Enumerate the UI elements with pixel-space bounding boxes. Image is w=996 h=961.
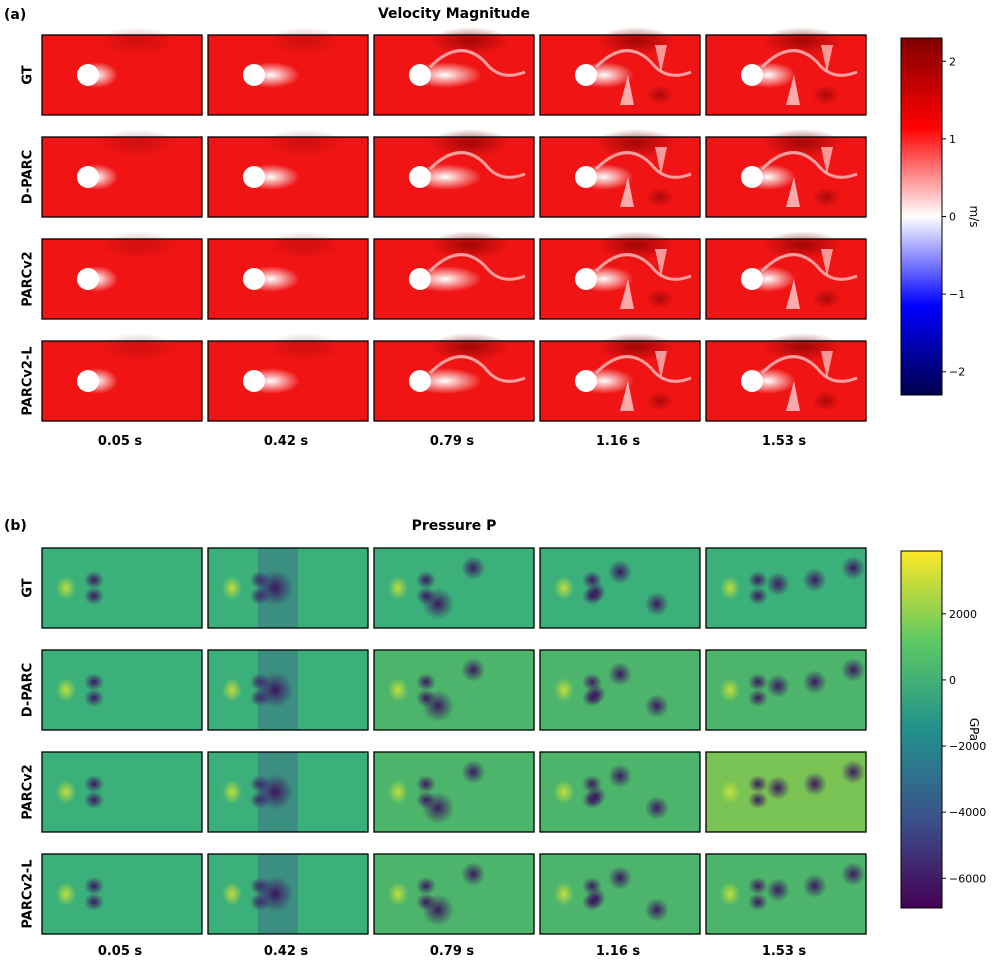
heatmap-cell-r3-c4	[705, 853, 867, 935]
colorbar-label: m/s	[967, 206, 981, 228]
heatmap-cell-r1-c4	[705, 129, 867, 218]
colorbar-tick-label: −4000	[949, 806, 986, 819]
column-label: 0.79 s	[430, 434, 475, 449]
row-label: PARCv2-L	[21, 346, 36, 415]
pressure-panel: (b) Pressure P GT D-PARC PARCv2 PARCv2-L 0.…	[4, 518, 986, 959]
colorbar-tick-label: −2000	[949, 740, 986, 753]
heatmap-cell-r3-c3	[539, 333, 701, 422]
panel-tag-b: (b)	[4, 518, 27, 534]
heatmap-cell-r2-c0	[41, 231, 203, 320]
heatmap-cell-r0-c3	[539, 27, 701, 116]
colorbar-tick-label: 2	[949, 55, 956, 68]
heatmap-cell-r2-c2	[373, 751, 535, 833]
heatmap-cell-r1-c3	[539, 129, 701, 218]
heatmap-cell-r3-c3	[539, 853, 701, 935]
colorbar-tick-label: 1	[949, 133, 956, 146]
colorbar-tick-label: 2000	[949, 608, 977, 621]
row-label: D-PARC	[21, 150, 36, 204]
colorbar-label: GPa	[967, 718, 981, 741]
colorbar-tick-label: −2	[949, 366, 965, 379]
row-label: PARCv2	[21, 251, 36, 306]
heatmap-cell-r3-c1	[207, 333, 369, 422]
colorbar-tick-label: 0	[949, 211, 956, 224]
column-label: 1.16 s	[596, 944, 641, 959]
heatmap-cell-r2-c1	[207, 751, 369, 833]
velocity-grid	[41, 27, 867, 422]
heatmap-cell-r3-c0	[41, 853, 203, 935]
pressure-grid	[41, 547, 867, 935]
row-label: GT	[21, 578, 36, 597]
heatmap-cell-r0-c0	[41, 547, 203, 629]
pressure-colorbar: −6000 −4000 −2000 0 2000 GPa	[900, 550, 986, 909]
velocity-title: Velocity Magnitude	[378, 6, 530, 22]
heatmap-cell-r1-c3	[539, 649, 701, 731]
heatmap-cell-r3-c2	[373, 333, 535, 422]
row-label: GT	[21, 65, 36, 84]
pressure-row-labels: GT D-PARC PARCv2 PARCv2-L	[21, 578, 36, 928]
heatmap-cell-r3-c4	[705, 333, 867, 422]
column-label: 0.05 s	[98, 944, 143, 959]
heatmap-cell-r0-c2	[373, 547, 535, 629]
heatmap-cell-r2-c0	[41, 751, 203, 833]
column-label: 0.05 s	[98, 434, 143, 449]
colorbar-gradient	[900, 550, 943, 909]
heatmap-cell-r2-c4	[705, 231, 867, 320]
heatmap-cell-r3-c1	[207, 853, 369, 935]
heatmap-cell-r0-c0	[41, 27, 203, 116]
column-label: 1.53 s	[762, 434, 807, 449]
heatmap-cell-r1-c1	[207, 129, 369, 218]
heatmap-cell-r3-c2	[373, 853, 535, 935]
colorbar-tick-label: −1	[949, 288, 965, 301]
column-label: 1.53 s	[762, 944, 807, 959]
heatmap-cell-r1-c2	[373, 129, 535, 218]
velocity-panel: (a) Velocity Magnitude GT D-PARC PARCv2 PAR…	[4, 6, 981, 449]
heatmap-cell-r0-c4	[705, 27, 867, 116]
heatmap-cell-r0-c2	[373, 27, 535, 116]
heatmap-cell-r2-c4	[705, 751, 867, 833]
heatmap-cell-r1-c4	[705, 649, 867, 731]
row-label: PARCv2-L	[21, 859, 36, 928]
panel-tag-a: (a)	[4, 7, 26, 23]
column-label: 1.16 s	[596, 434, 641, 449]
pressure-title: Pressure P	[412, 518, 497, 534]
heatmap-cell-r0-c1	[207, 27, 369, 116]
heatmap-cell-r2-c3	[539, 751, 701, 833]
heatmap-cell-r3-c0	[41, 333, 203, 422]
colorbar-gradient	[900, 37, 943, 396]
colorbar-tick-label: 0	[949, 674, 956, 687]
column-label: 0.79 s	[430, 944, 475, 959]
heatmap-cell-r0-c4	[705, 547, 867, 629]
heatmap-cell-r1-c2	[373, 649, 535, 731]
heatmap-cell-r1-c0	[41, 649, 203, 731]
heatmap-cell-r2-c3	[539, 231, 701, 320]
heatmap-cell-r1-c0	[41, 129, 203, 218]
velocity-column-labels: 0.05 s 0.42 s 0.79 s 1.16 s 1.53 s	[98, 434, 807, 449]
velocity-colorbar: −2 −1 0 1 2 m/s	[900, 37, 981, 396]
heatmap-cell-r2-c2	[373, 231, 535, 320]
column-label: 0.42 s	[264, 434, 309, 449]
pressure-column-labels: 0.05 s 0.42 s 0.79 s 1.16 s 1.53 s	[98, 944, 807, 959]
row-label: D-PARC	[21, 663, 36, 717]
velocity-row-labels: GT D-PARC PARCv2 PARCv2-L	[21, 65, 36, 415]
heatmap-cell-r1-c1	[207, 649, 369, 731]
colorbar-tick-label: −6000	[949, 872, 986, 885]
heatmap-cell-r0-c3	[539, 547, 701, 629]
heatmap-cell-r0-c1	[207, 547, 369, 629]
row-label: PARCv2	[21, 764, 36, 819]
column-label: 0.42 s	[264, 944, 309, 959]
heatmap-cell-r2-c1	[207, 231, 369, 320]
